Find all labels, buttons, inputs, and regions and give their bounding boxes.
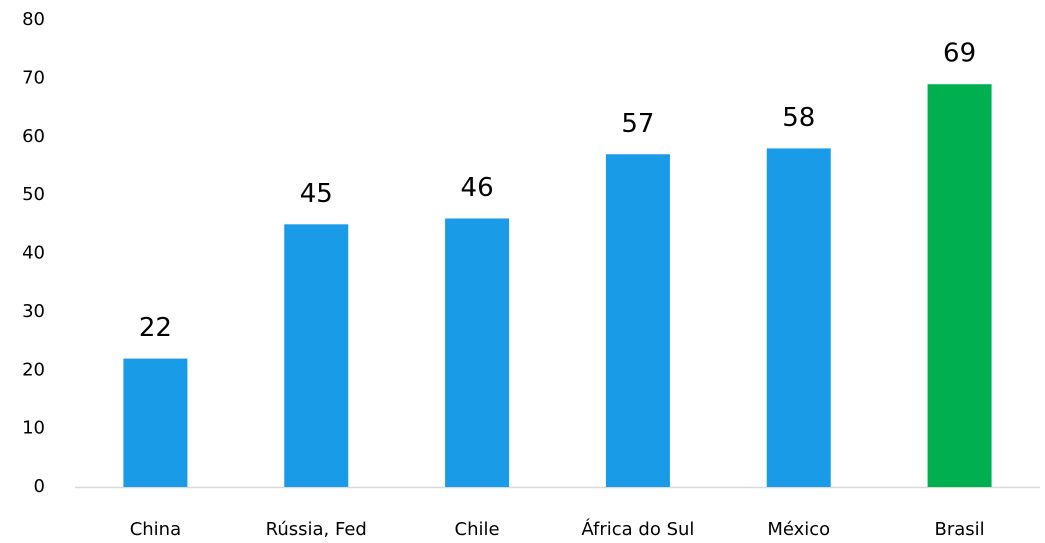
value-label: 69 [943, 39, 976, 69]
bar [927, 84, 992, 488]
bar [766, 148, 831, 488]
y-tick-label: 50 [22, 184, 45, 205]
bar [284, 224, 349, 487]
x-tick-label: África do Sul [581, 518, 694, 540]
value-label: 57 [621, 109, 654, 139]
x-tick-label: Rússia, Fed [266, 519, 367, 540]
bar [123, 358, 188, 487]
value-label: 46 [461, 173, 494, 203]
x-tick-label: Brasil [934, 519, 984, 540]
bar [605, 154, 670, 487]
value-label: 45 [300, 179, 333, 209]
x-tick-label: China [130, 519, 181, 540]
x-tick-label: México [767, 519, 830, 540]
value-label: 58 [782, 103, 815, 133]
y-tick-label: 30 [22, 301, 45, 322]
x-tick-label: Chile [455, 519, 500, 540]
y-tick-label: 80 [22, 9, 45, 30]
y-tick-label: 20 [22, 359, 45, 380]
y-tick-label: 10 [22, 418, 45, 439]
y-tick-label: 40 [22, 243, 45, 264]
y-tick-label: 70 [22, 67, 45, 88]
value-label: 22 [139, 313, 172, 343]
bar [445, 218, 510, 487]
y-tick-label: 60 [22, 126, 45, 147]
y-tick-label: 0 [34, 476, 45, 497]
